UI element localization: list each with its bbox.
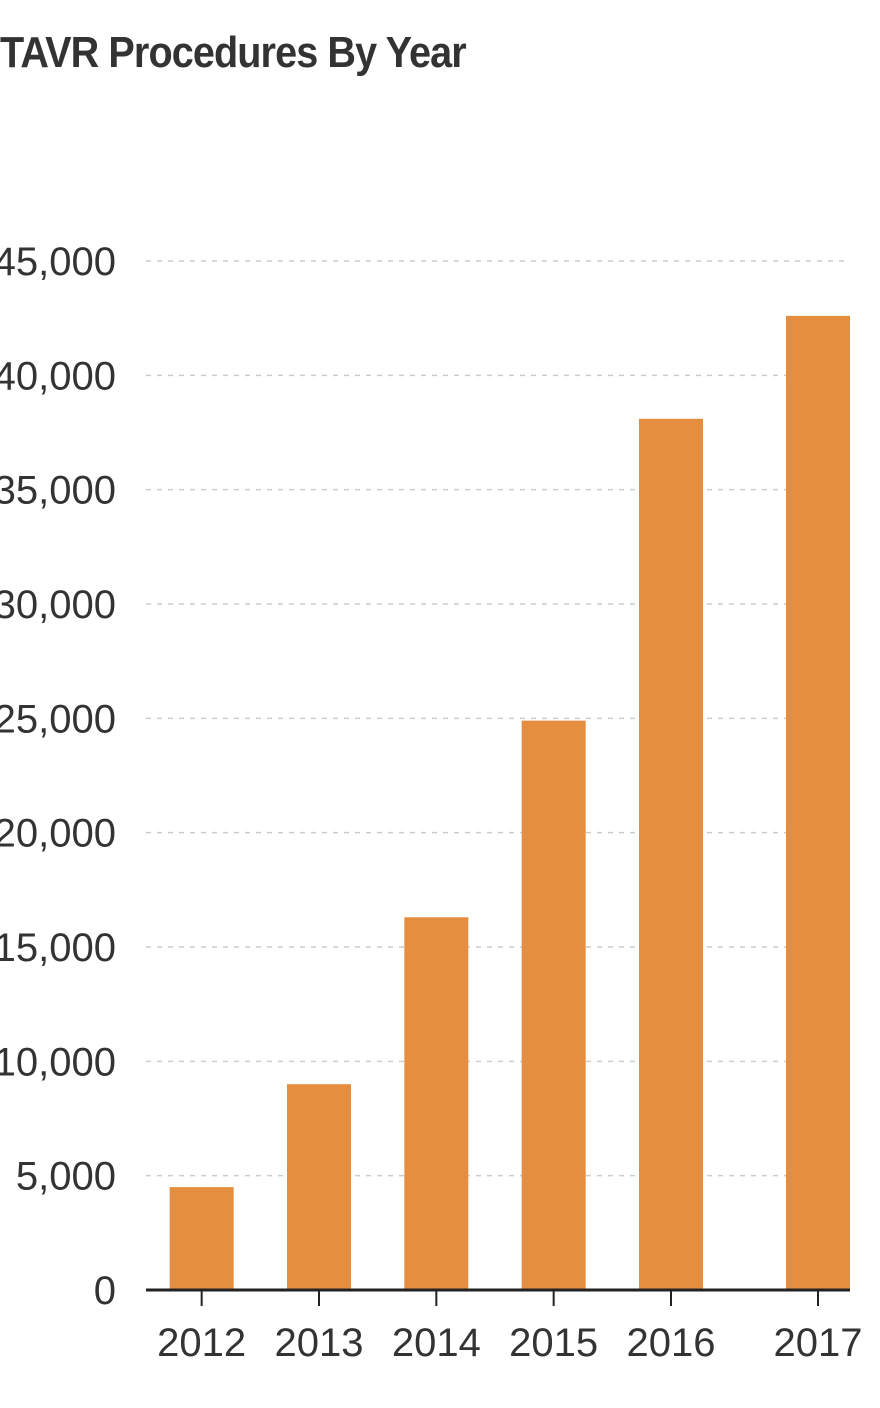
x-axis: 2012 2013 2014 2015 2016 2017 bbox=[146, 1288, 863, 1365]
y-tick-label: 35,000 bbox=[0, 469, 116, 513]
x-tick-label: 2014 bbox=[392, 1321, 481, 1365]
y-axis-ticks: 0 5,000 10,000 15,000 20,000 25,000 30,000 35,0… bbox=[0, 240, 116, 1313]
x-tick-label: 2013 bbox=[275, 1321, 364, 1365]
bars bbox=[169, 315, 850, 1290]
bar-2015 bbox=[521, 720, 586, 1290]
gridlines bbox=[146, 260, 850, 1177]
x-tick-label: 2012 bbox=[157, 1321, 246, 1365]
bar-2013 bbox=[287, 1084, 351, 1290]
y-tick-label: 10,000 bbox=[0, 1040, 116, 1084]
y-tick-label: 15,000 bbox=[0, 926, 116, 970]
x-tick-label: 2016 bbox=[627, 1321, 716, 1365]
y-tick-label: 25,000 bbox=[0, 697, 116, 741]
bar-2017 bbox=[786, 315, 850, 1290]
x-tick-label: 2015 bbox=[509, 1321, 598, 1365]
bar-2016 bbox=[639, 418, 703, 1290]
y-tick-label: 40,000 bbox=[0, 354, 116, 398]
bar-2014 bbox=[404, 917, 469, 1290]
chart-title: TAVR Procedures By Year bbox=[0, 28, 467, 77]
y-tick-label: 20,000 bbox=[0, 812, 116, 856]
y-tick-label: 45,000 bbox=[0, 240, 116, 284]
bar-2012 bbox=[169, 1187, 234, 1290]
y-tick-label: 30,000 bbox=[0, 583, 116, 627]
y-tick-label: 0 bbox=[94, 1269, 116, 1313]
y-tick-label: 5,000 bbox=[16, 1155, 116, 1199]
x-tick-label: 2017 bbox=[774, 1321, 863, 1365]
